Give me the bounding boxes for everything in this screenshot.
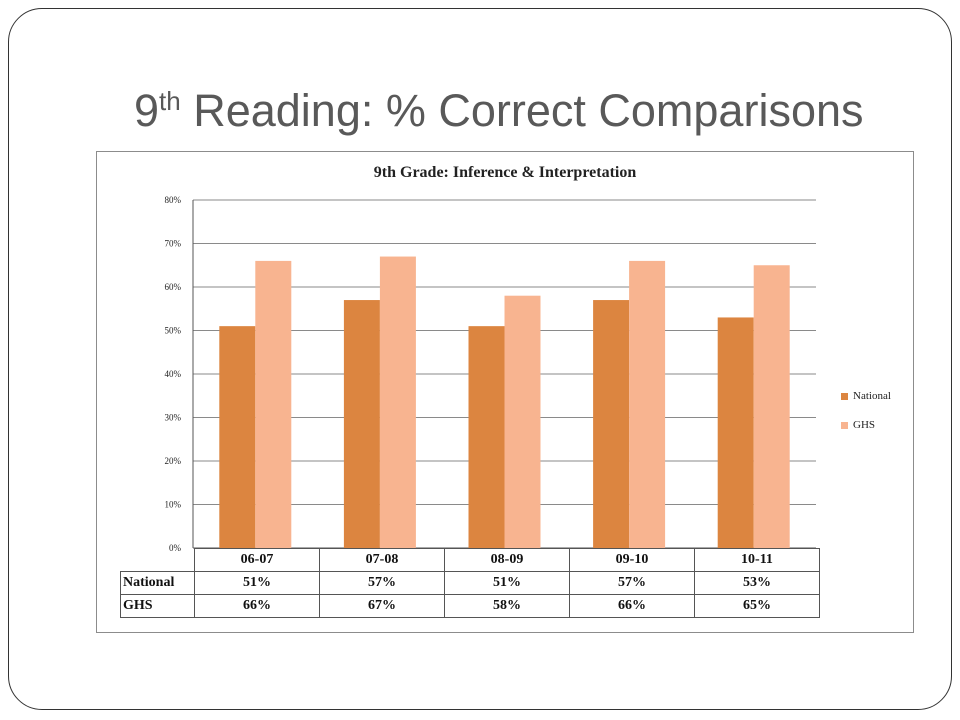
chart-frame: 9th Grade: Inference & Interpretation 0%… [96, 151, 914, 633]
legend-swatch-national [841, 392, 848, 400]
data-table-cell: 57% [569, 571, 695, 595]
bar-national [593, 300, 630, 548]
slide-title-text: Reading: % Correct Comparisons [180, 85, 864, 136]
bar-chart: 0% 10% 20% 30% 40% 50% 60% 70% 80% [165, 195, 816, 553]
chart-title: 9th Grade: Inference & Interpretation [373, 164, 637, 181]
y-tick-label: 30% [165, 413, 182, 423]
chart-legend: National GHS [841, 388, 891, 446]
slide-title: 9th Reading: % Correct Comparisons [134, 88, 864, 133]
slide-title-number: 9 [134, 85, 160, 136]
data-table-cell: 51% [194, 571, 320, 595]
legend-label-national: National [853, 390, 891, 402]
bar-national [717, 317, 754, 548]
y-tick-label: 0% [169, 543, 182, 553]
y-tick-label: 80% [165, 195, 182, 205]
legend-swatch-ghs [841, 421, 848, 429]
y-tick-label: 10% [165, 500, 182, 510]
data-table-cell: 53% [694, 571, 820, 595]
data-table-row-label: National [120, 571, 195, 595]
data-table-header-row: 06-07 07-08 08-09 09-10 10-11 [121, 548, 820, 572]
data-table: 06-07 07-08 08-09 09-10 10-11 National 5… [120, 548, 820, 618]
bar-ghs [753, 265, 790, 548]
data-table-cell: 58% [444, 594, 570, 618]
bar-national [468, 326, 505, 548]
data-table-cell: 67% [319, 594, 445, 618]
data-table-row-national: National 51% 57% 51% 57% 53% [120, 571, 820, 595]
y-tick-label: 40% [165, 369, 182, 379]
data-table-header-cell: 06-07 [194, 548, 320, 572]
data-table-corner [121, 549, 195, 572]
y-tick-label: 50% [165, 326, 182, 336]
bar-ghs [504, 295, 541, 548]
legend-item-national: National [841, 388, 891, 404]
bar-national [343, 300, 380, 548]
data-table-row-ghs: GHS 66% 67% 58% 66% 65% [120, 594, 820, 618]
data-table-cell: 65% [694, 594, 820, 618]
data-table-cell: 51% [444, 571, 570, 595]
bar-national [219, 326, 256, 548]
bar-ghs [255, 260, 292, 548]
bar-ghs [629, 260, 666, 548]
data-table-header-cell: 07-08 [319, 548, 445, 572]
data-table-header-cell: 08-09 [444, 548, 570, 572]
y-tick-label: 70% [165, 239, 182, 249]
data-table-row-label: GHS [120, 594, 195, 618]
legend-label-ghs: GHS [853, 419, 876, 431]
legend-item-ghs: GHS [841, 417, 891, 433]
y-tick-label: 20% [165, 456, 182, 466]
data-table-cell: 57% [319, 571, 445, 595]
y-tick-label: 60% [165, 282, 182, 292]
data-table-header-cell: 10-11 [694, 548, 820, 572]
data-table-header-cell: 09-10 [569, 548, 695, 572]
data-table-cell: 66% [194, 594, 320, 618]
slide-title-superscript: th [159, 86, 181, 116]
bar-ghs [379, 256, 416, 548]
data-table-cell: 66% [569, 594, 695, 618]
